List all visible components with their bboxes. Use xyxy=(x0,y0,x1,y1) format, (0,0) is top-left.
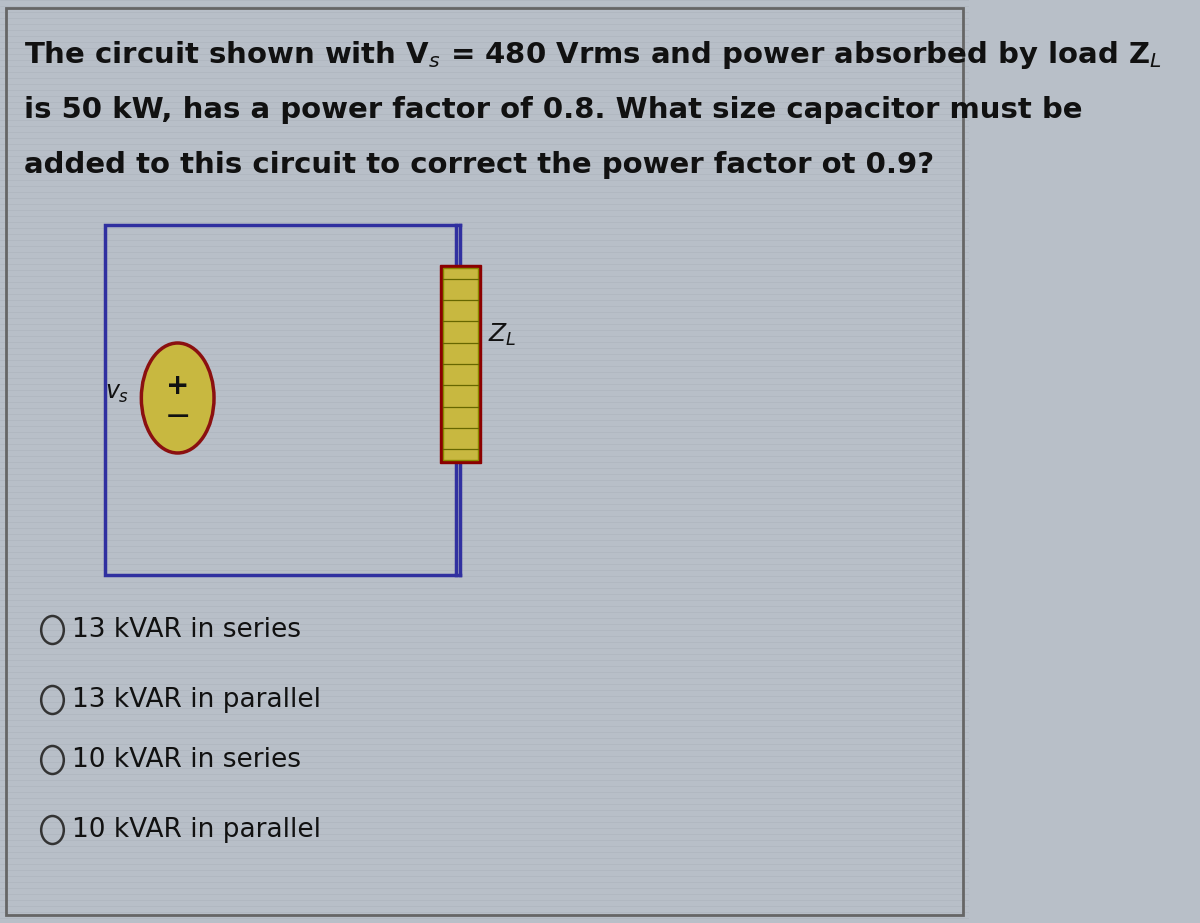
Text: +: + xyxy=(166,372,190,400)
Text: is 50 kW, has a power factor of 0.8. What size capacitor must be: is 50 kW, has a power factor of 0.8. Wha… xyxy=(24,96,1082,124)
Text: added to this circuit to correct the power factor ot 0.9?: added to this circuit to correct the pow… xyxy=(24,151,935,179)
Text: —: — xyxy=(167,406,188,426)
Text: $v_s$: $v_s$ xyxy=(104,381,130,405)
Bar xyxy=(104,225,456,575)
Text: The circuit shown with V$_s$ = 480 Vrms and power absorbed by load Z$_L$: The circuit shown with V$_s$ = 480 Vrms … xyxy=(24,39,1162,71)
Ellipse shape xyxy=(142,343,214,453)
Bar xyxy=(440,265,480,463)
Text: $Z_L$: $Z_L$ xyxy=(487,322,516,348)
Text: 13 kVAR in series: 13 kVAR in series xyxy=(72,617,301,643)
Text: 10 kVAR in series: 10 kVAR in series xyxy=(72,747,301,773)
Text: 13 kVAR in parallel: 13 kVAR in parallel xyxy=(72,687,320,713)
Text: 10 kVAR in parallel: 10 kVAR in parallel xyxy=(72,817,320,843)
Bar xyxy=(443,268,478,460)
